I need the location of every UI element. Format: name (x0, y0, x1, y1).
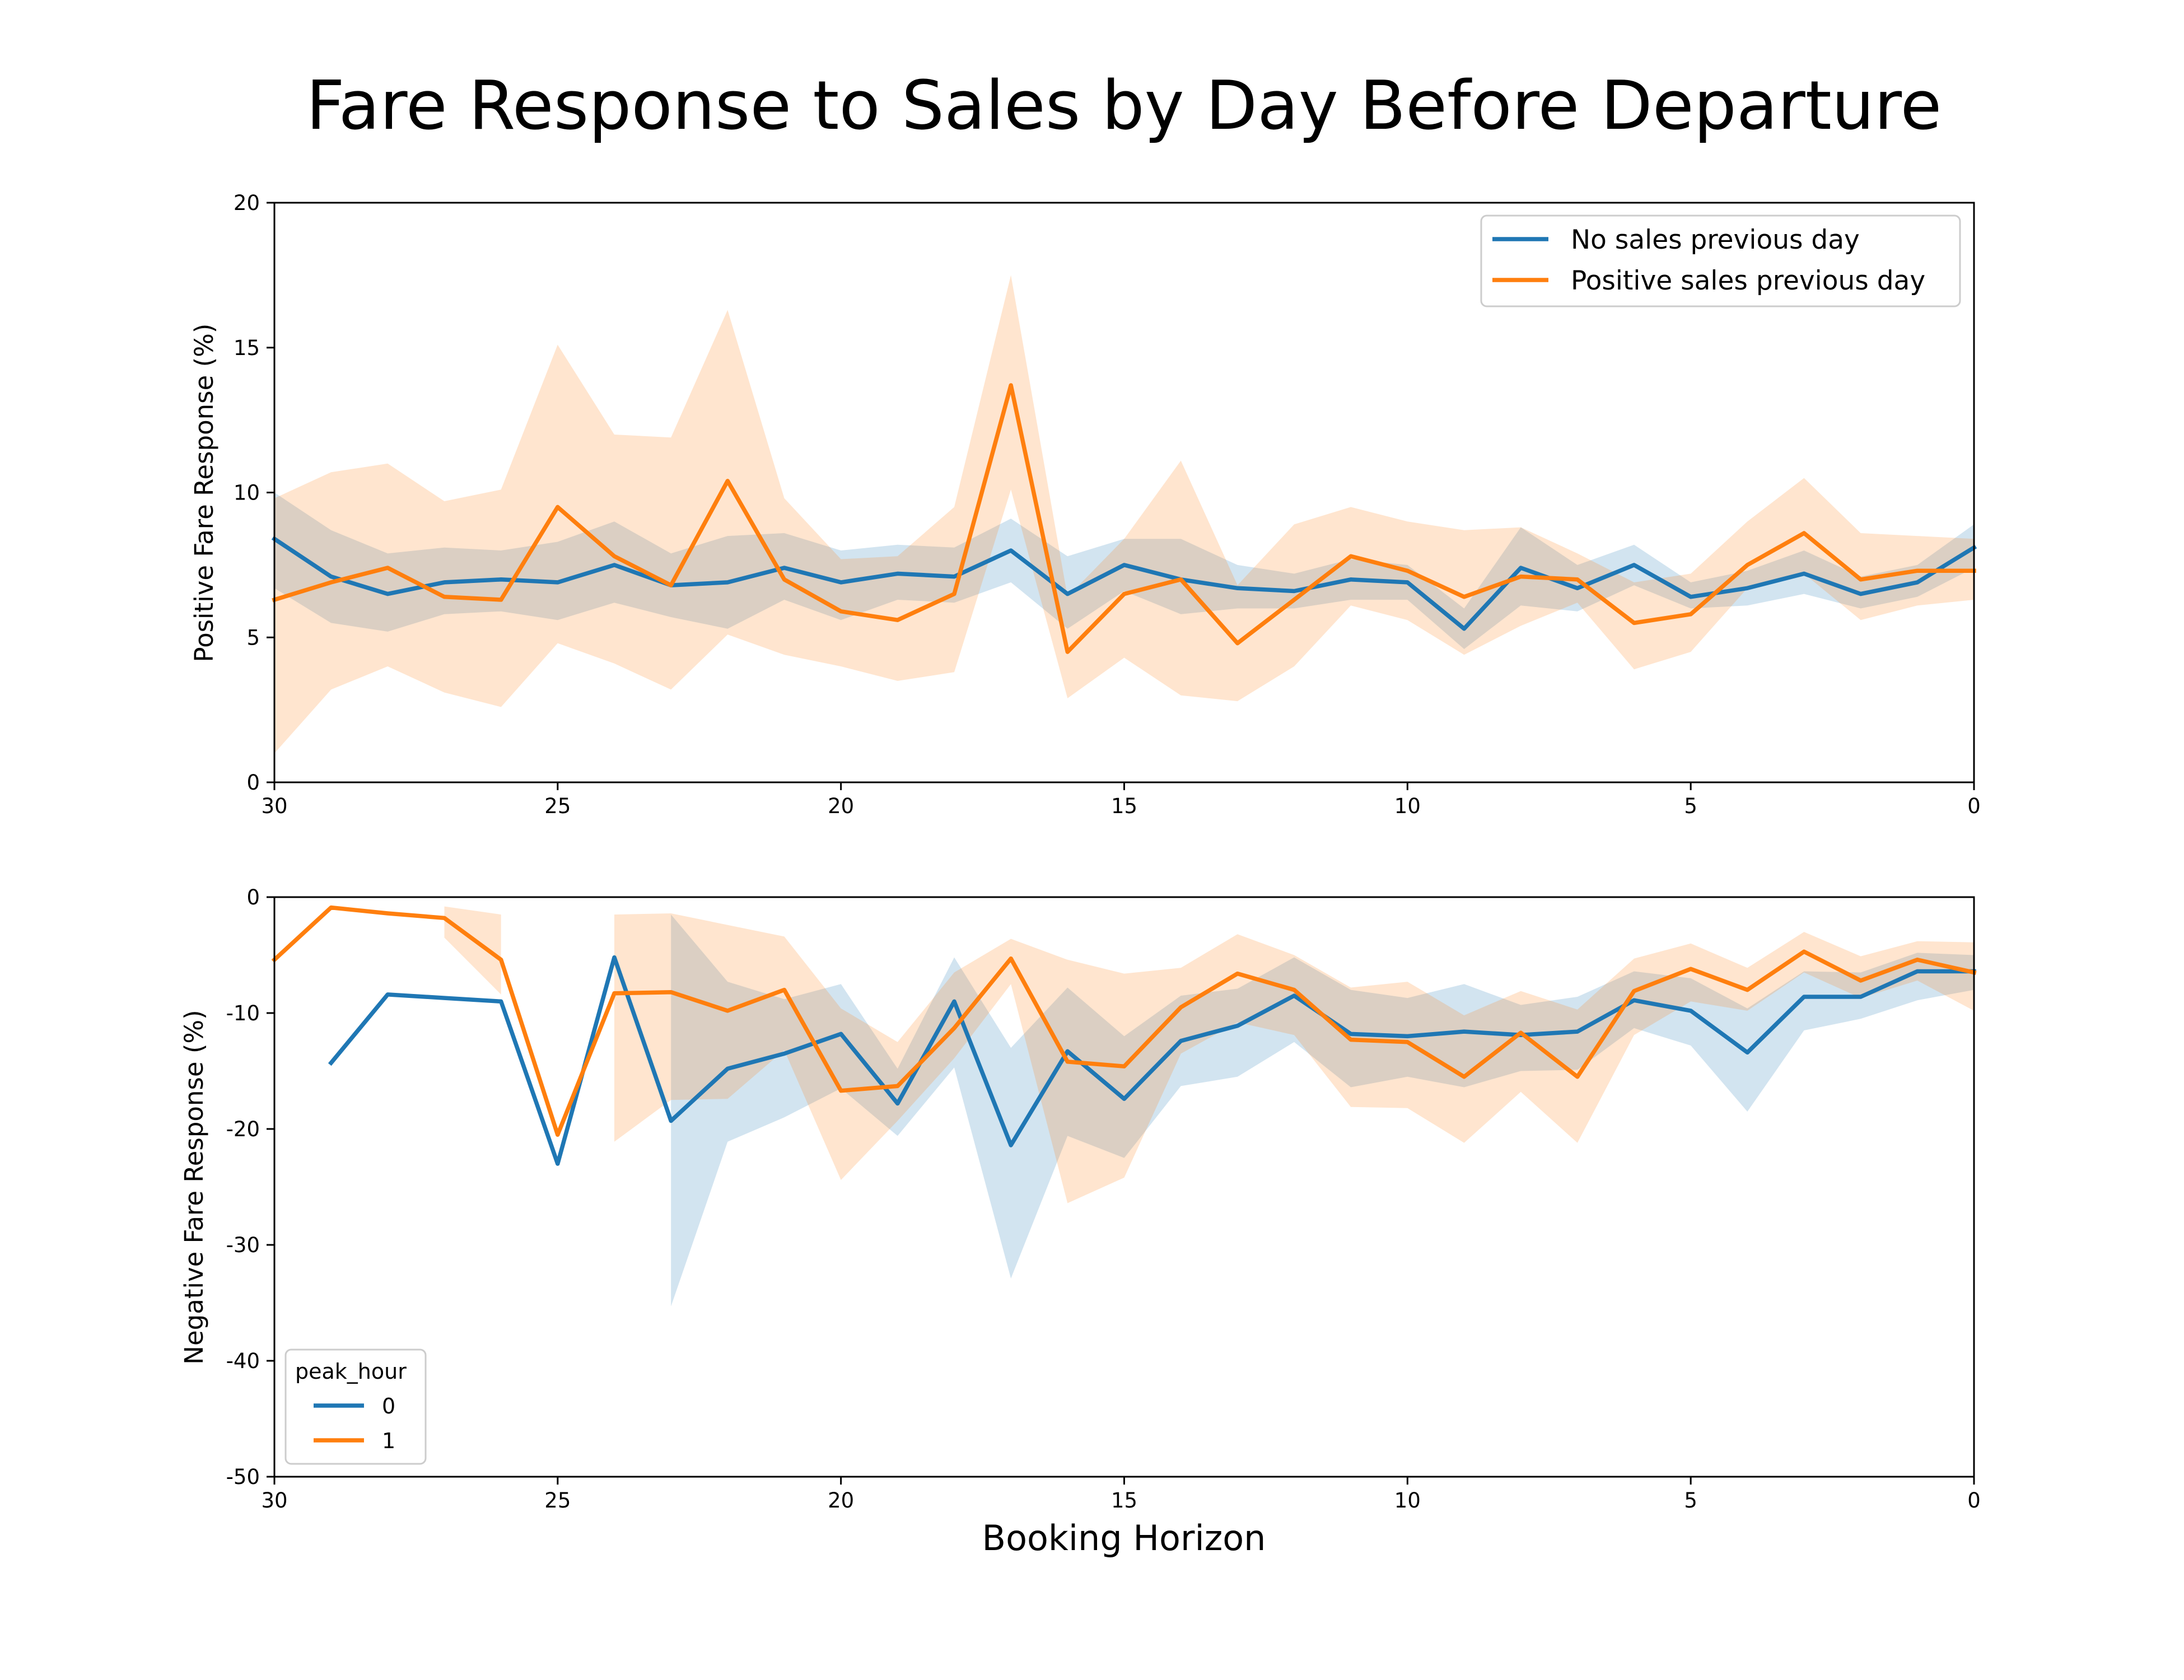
x-tick-label-positive-10: 10 (1394, 794, 1421, 818)
confidence-bands-positive (274, 275, 1974, 754)
y-axis-ticks-negative: 0 -10 -20 -30 -40 -50 (226, 885, 274, 1489)
x-tick-label-negative-0: 0 (1967, 1488, 1981, 1513)
legend-label-no-sales: No sales previous day (1571, 225, 1860, 255)
x-axis-ticks-positive: 30 25 20 15 10 5 0 (261, 782, 1981, 818)
x-tick-label-positive-5: 5 (1684, 794, 1697, 818)
legend-box-positive (1480, 214, 1961, 307)
y-tick-label-positive-0: 0 (246, 771, 260, 795)
x-tick-label-negative-5: 5 (1684, 1488, 1697, 1513)
y-axis-label-negative: Negative Fare Response (%) (179, 1010, 209, 1364)
x-axis-label: Booking Horizon (982, 1518, 1266, 1558)
figure-title: Fare Response to Sales by Day Before Dep… (306, 67, 1942, 145)
y-tick-label-negative-10: -10 (226, 1001, 260, 1025)
legend-label-peak-1: 1 (382, 1429, 395, 1453)
x-tick-label-negative-30: 30 (261, 1488, 287, 1513)
series-line-negative-0 (328, 955, 1976, 1166)
y-tick-label-negative-50: -50 (226, 1465, 260, 1489)
y-tick-label-positive-10: 10 (234, 481, 260, 505)
y-axis-ticks-positive: 0 5 10 15 20 (234, 191, 274, 795)
x-tick-label-positive-0: 0 (1967, 794, 1981, 818)
legend-title-peak-hour: peak_hour (295, 1359, 407, 1384)
series-line-positive-positive-sales-previous-day (272, 383, 1976, 654)
x-tick-label-negative-15: 15 (1111, 1488, 1137, 1513)
ci-band-negative-0-0 (671, 914, 1974, 1306)
x-tick-label-positive-30: 30 (261, 794, 287, 818)
legend-negative: peak_hour 0 1 (284, 1348, 427, 1465)
y-tick-label-positive-5: 5 (246, 626, 260, 650)
x-axis-ticks-negative: 30 25 20 15 10 5 0 (261, 1477, 1981, 1513)
legend-positive: No sales previous day Positive sales pre… (1480, 214, 1961, 307)
series-lines-positive (271, 383, 1977, 654)
y-tick-label-negative-0: 0 (246, 885, 260, 909)
negative-response-panel: 30 25 20 15 10 5 0 0-10-20-30-40-50 Negative F… (179, 885, 1981, 1558)
x-tick-label-positive-15: 15 (1111, 794, 1137, 818)
ci-band-negative-1-1 (614, 913, 1974, 1203)
x-tick-label-negative-10: 10 (1394, 1488, 1421, 1513)
y-axis-label-positive: Positive Fare Response (%) (189, 324, 219, 662)
series-line-negative-1 (271, 905, 1977, 1137)
y-tick-label-negative-40: -40 (226, 1349, 260, 1373)
legend-label-positive-sales: Positive sales previous day (1571, 265, 1925, 296)
y-tick-label-negative-30: -30 (226, 1233, 260, 1257)
positive-response-panel: 30 25 20 15 10 5 0 0 5 10 15 20 Positive Fare Resp… (189, 191, 1981, 818)
legend-label-peak-0: 0 (382, 1394, 395, 1418)
series-line-positive-no-sales-previous-day (271, 536, 1977, 631)
ci-band-positive-no-sales-previous-day-0 (274, 492, 1974, 649)
ci-band-positive-positive-sales-previous-day-0 (274, 275, 1974, 754)
x-tick-label-negative-20: 20 (828, 1488, 854, 1513)
x-tick-label-positive-20: 20 (828, 794, 854, 818)
series-lines-negative (271, 905, 1977, 1166)
x-tick-label-negative-25: 25 (544, 1488, 571, 1513)
y-tick-label-negative-20: -20 (226, 1117, 260, 1141)
y-tick-label-positive-15: 15 (234, 336, 260, 360)
y-tick-label-positive-20: 20 (234, 191, 260, 215)
x-tick-label-positive-25: 25 (544, 794, 571, 818)
